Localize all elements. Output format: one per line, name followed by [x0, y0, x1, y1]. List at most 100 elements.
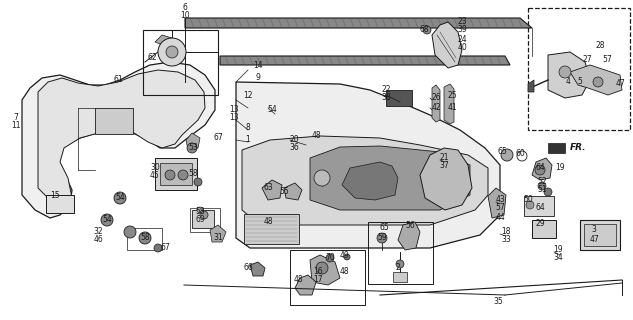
- Circle shape: [139, 232, 151, 244]
- Text: 44: 44: [495, 213, 505, 222]
- Text: 11: 11: [11, 122, 21, 131]
- Text: 15: 15: [50, 191, 60, 201]
- Text: 48: 48: [263, 218, 273, 227]
- Text: 52: 52: [537, 178, 547, 187]
- Text: 5: 5: [577, 77, 582, 86]
- Text: 17: 17: [313, 276, 323, 284]
- Bar: [386, 90, 412, 106]
- Text: 24: 24: [457, 36, 467, 44]
- Polygon shape: [310, 146, 470, 210]
- Text: 4: 4: [565, 77, 570, 86]
- Polygon shape: [284, 183, 302, 200]
- Polygon shape: [342, 162, 398, 200]
- Text: 13: 13: [229, 106, 239, 115]
- Text: 46: 46: [93, 236, 103, 244]
- Bar: [368, 222, 433, 284]
- Text: 62: 62: [147, 53, 157, 62]
- Text: 40: 40: [457, 44, 467, 52]
- Text: 48: 48: [293, 276, 303, 284]
- Polygon shape: [398, 222, 420, 250]
- Text: 19: 19: [553, 245, 563, 254]
- Polygon shape: [262, 180, 282, 200]
- Text: 19: 19: [555, 164, 565, 172]
- Text: 26: 26: [431, 93, 441, 102]
- Text: 69: 69: [195, 215, 205, 225]
- Circle shape: [194, 178, 202, 186]
- Polygon shape: [250, 262, 265, 276]
- Text: 14: 14: [253, 61, 263, 70]
- Bar: [46, 195, 74, 213]
- Bar: [95, 108, 133, 134]
- Text: 68: 68: [419, 26, 429, 35]
- Text: 9: 9: [256, 74, 260, 83]
- Circle shape: [316, 262, 328, 274]
- Bar: [143, 30, 218, 95]
- Text: 54: 54: [102, 215, 112, 225]
- Circle shape: [158, 38, 186, 66]
- Text: 32: 32: [93, 228, 103, 236]
- Text: 33: 33: [501, 236, 511, 244]
- Text: 25: 25: [447, 92, 457, 100]
- Text: 55: 55: [279, 188, 289, 196]
- Circle shape: [535, 165, 545, 175]
- Text: 48: 48: [311, 132, 321, 140]
- Bar: [160, 163, 192, 185]
- Circle shape: [187, 143, 197, 153]
- Bar: [584, 224, 616, 246]
- Polygon shape: [185, 18, 532, 28]
- Bar: [393, 272, 407, 282]
- Text: 6: 6: [182, 4, 187, 12]
- Text: 22: 22: [381, 85, 391, 94]
- Circle shape: [165, 170, 175, 180]
- Text: 59: 59: [377, 234, 387, 243]
- Text: 37: 37: [439, 162, 449, 171]
- Circle shape: [559, 66, 571, 78]
- Text: 58: 58: [195, 207, 205, 217]
- Text: 47: 47: [589, 236, 599, 244]
- Text: 58: 58: [188, 170, 197, 179]
- Circle shape: [197, 207, 203, 213]
- Bar: [524, 196, 554, 216]
- Text: 8: 8: [246, 124, 251, 132]
- Text: 65: 65: [379, 223, 389, 233]
- Circle shape: [344, 254, 350, 260]
- Text: 31: 31: [213, 234, 223, 243]
- Text: 54: 54: [267, 106, 277, 115]
- Polygon shape: [242, 136, 488, 225]
- Text: 65: 65: [497, 148, 507, 156]
- Text: 23: 23: [457, 18, 467, 27]
- Text: 38: 38: [381, 93, 391, 102]
- Bar: [528, 8, 630, 130]
- Text: 28: 28: [595, 42, 605, 51]
- Text: 43: 43: [495, 196, 505, 204]
- Text: 12: 12: [243, 92, 253, 100]
- Text: 45: 45: [150, 172, 160, 180]
- Text: 61: 61: [113, 76, 123, 84]
- Text: 30: 30: [150, 164, 160, 172]
- Polygon shape: [186, 133, 200, 150]
- Text: 35: 35: [493, 298, 503, 307]
- Bar: [155, 158, 197, 190]
- Polygon shape: [432, 22, 462, 68]
- Circle shape: [377, 233, 387, 243]
- Text: 48: 48: [339, 268, 349, 276]
- Polygon shape: [570, 65, 622, 95]
- Polygon shape: [420, 148, 472, 210]
- Bar: [190, 208, 220, 232]
- Circle shape: [593, 77, 603, 87]
- Text: 57: 57: [495, 204, 505, 212]
- Text: 39: 39: [457, 26, 467, 35]
- Polygon shape: [38, 70, 205, 208]
- Bar: [290, 250, 365, 305]
- Text: 47: 47: [616, 79, 626, 89]
- Circle shape: [538, 182, 546, 190]
- Polygon shape: [236, 82, 500, 248]
- Polygon shape: [210, 225, 226, 242]
- Circle shape: [544, 188, 552, 196]
- Polygon shape: [444, 84, 454, 124]
- Text: 36: 36: [289, 143, 299, 153]
- Text: FR.: FR.: [570, 143, 587, 153]
- Text: 41: 41: [447, 103, 457, 113]
- Polygon shape: [528, 80, 534, 92]
- Text: 1: 1: [246, 135, 251, 145]
